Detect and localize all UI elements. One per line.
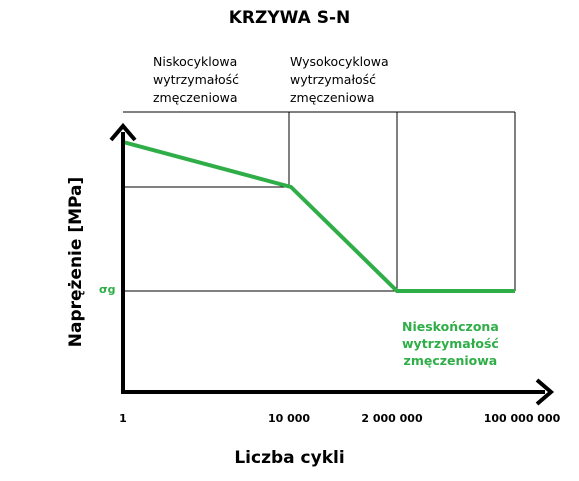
low-cycle-line-3: zmęczeniowa (153, 90, 238, 105)
low-cycle-line-2: wytrzymałość (153, 72, 240, 87)
high-cycle-line-3: zmęczeniowa (290, 90, 375, 105)
sn-curve (122, 140, 515, 293)
x-tick-2000000: 2 000 000 (361, 412, 423, 425)
x-tick-10000: 10 000 (267, 412, 311, 425)
endurance-line-2: wytrzymałość (402, 336, 499, 351)
endurance-line-3: zmęczeniowa (403, 353, 498, 368)
low-cycle-label: Niskocyklowa wytrzymałość zmęczeniowa (153, 53, 239, 107)
chart-title: KRZYWA S-N (228, 8, 351, 28)
high-cycle-line-1: Wysokocyklowa (290, 54, 389, 69)
endurance-line-1: Nieskończona (402, 319, 499, 334)
x-tick-100000000: 100 000 000 (483, 412, 561, 425)
low-cycle-line-1: Niskocyklowa (153, 54, 238, 69)
x-axis-arrow (535, 378, 555, 406)
x-axis-label: Liczba cykli (234, 448, 345, 468)
y-axis-label: Naprężenie [MPa] (66, 176, 86, 348)
high-cycle-label: Wysokocyklowa wytrzymałość zmęczeniowa (290, 53, 389, 107)
high-cycle-line-2: wytrzymałość (290, 72, 377, 87)
sigma-g-label: σg (99, 283, 116, 296)
x-tick-1: 1 (119, 412, 127, 425)
endurance-limit-label: Nieskończona wytrzymałość zmęczeniowa (402, 318, 499, 369)
y-axis-arrow (109, 122, 137, 142)
